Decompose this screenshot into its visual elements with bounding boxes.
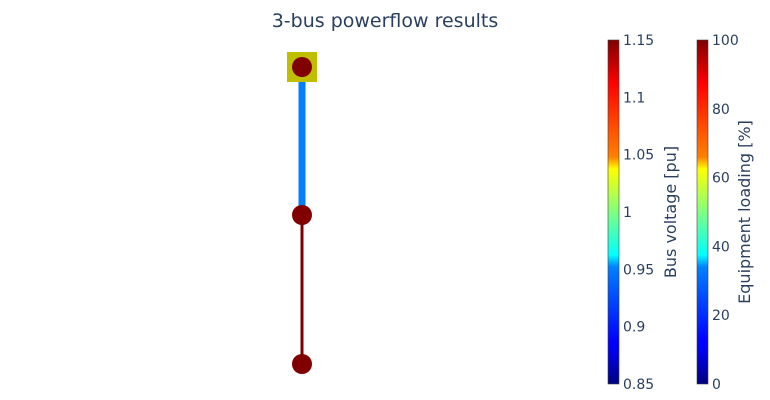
plot-title: 3-bus powerflow results bbox=[272, 10, 499, 32]
voltage-tick-label: 0.85 bbox=[623, 377, 654, 393]
loading-colorbar: 0 20 40 60 80 100 Equipment loading [%] bbox=[696, 33, 754, 393]
loading-colorbar-ticks: 0 20 40 60 80 100 bbox=[712, 33, 739, 393]
loading-colorbar-title: Equipment loading [%] bbox=[735, 120, 754, 304]
loading-tick-label: 20 bbox=[712, 308, 730, 324]
voltage-colorbar-ticks: 0.85 0.9 0.95 1 1.05 1.1 1.15 bbox=[623, 33, 654, 393]
loading-colorbar-gradient bbox=[696, 39, 709, 385]
voltage-tick-label: 0.9 bbox=[623, 320, 645, 336]
loading-tick-label: 0 bbox=[712, 377, 721, 393]
loading-tick-label: 100 bbox=[712, 33, 739, 49]
voltage-tick-label: 1 bbox=[623, 205, 632, 221]
bus-node-1[interactable] bbox=[292, 57, 312, 77]
loading-tick-label: 80 bbox=[712, 102, 730, 118]
voltage-tick-label: 1.1 bbox=[623, 90, 645, 106]
voltage-colorbar: 0.85 0.9 0.95 1 1.05 1.1 1.15 Bus voltage [pu] bbox=[607, 33, 680, 393]
bus-node-2[interactable] bbox=[292, 205, 312, 225]
voltage-colorbar-title: Bus voltage [pu] bbox=[661, 146, 680, 278]
voltage-tick-label: 0.95 bbox=[623, 262, 654, 278]
voltage-tick-label: 1.15 bbox=[623, 33, 654, 49]
voltage-tick-label: 1.05 bbox=[623, 148, 654, 164]
network-graph bbox=[287, 52, 317, 374]
bus-node-3[interactable] bbox=[292, 354, 312, 374]
loading-tick-label: 60 bbox=[712, 171, 730, 187]
loading-tick-label: 40 bbox=[712, 239, 730, 255]
voltage-colorbar-gradient bbox=[607, 39, 620, 385]
